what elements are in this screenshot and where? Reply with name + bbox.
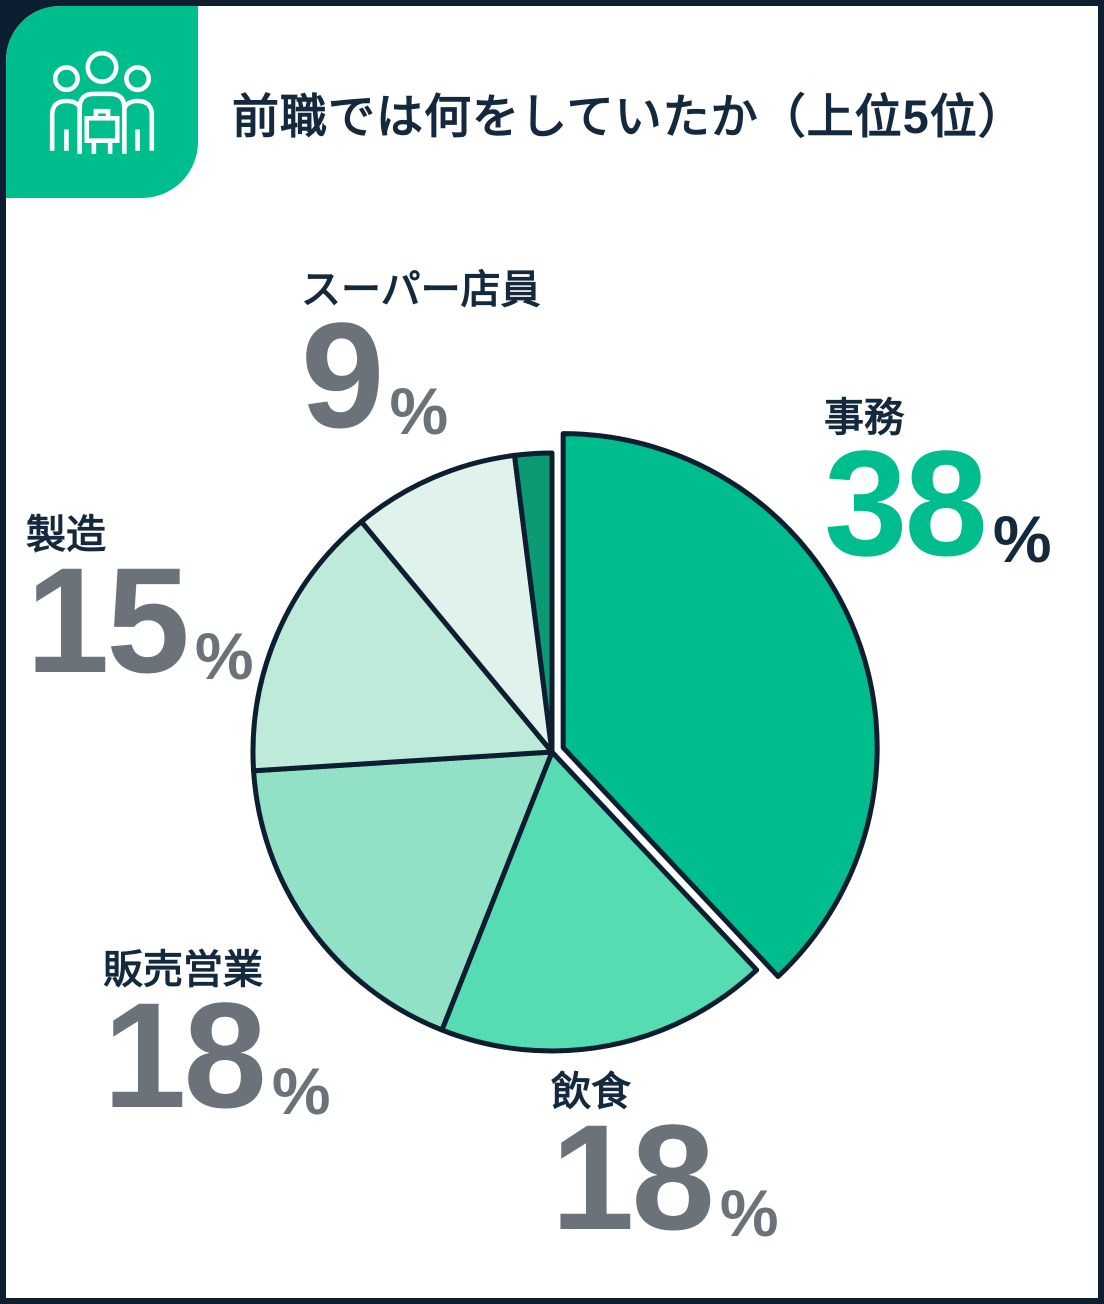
callout-office: 事務 38 %	[824, 394, 1052, 578]
page-title: 前職では何をしていたか（上位5位）	[232, 90, 1026, 143]
slice-label: 飲食	[551, 1070, 631, 1114]
slice-value: 18	[551, 1093, 715, 1261]
percent-sign: %	[194, 619, 254, 693]
slice-value-row: 9 %	[301, 300, 541, 450]
percent-sign: %	[389, 374, 449, 448]
people-group-icon	[49, 50, 155, 154]
slice-label: 事務	[824, 396, 904, 440]
slice-value: 18	[103, 971, 267, 1139]
icon-box	[6, 6, 198, 198]
pie-slice-販売営業	[251, 749, 555, 1033]
pie-slice-スーパー店員	[358, 452, 555, 755]
slice-value: 38	[824, 419, 988, 587]
slice-value: 15	[26, 536, 190, 704]
slice-label: スーパー店員	[301, 268, 541, 312]
slice-value-row: 18 %	[103, 980, 331, 1130]
slice-value-row: 15 %	[26, 545, 254, 695]
slice-value-row: 38 %	[824, 428, 1052, 578]
percent-sign: %	[719, 1176, 779, 1250]
callout-supermarket-clerk: スーパー店員 9 %	[301, 266, 541, 450]
pie-chart	[250, 431, 880, 1054]
slice-value-row: 18 %	[551, 1102, 779, 1252]
callout-food: 飲食 18 %	[551, 1068, 779, 1252]
callout-manufacturing: 製造 15 %	[26, 511, 254, 695]
pie-slice-飲食	[439, 749, 760, 1054]
pie-slice-other	[512, 450, 555, 755]
slice-label: 製造	[26, 513, 106, 557]
pie-slice-製造	[250, 519, 555, 774]
percent-sign: %	[271, 1054, 331, 1128]
slice-value: 9	[301, 291, 384, 459]
pie-slice-事務	[560, 431, 880, 979]
percent-sign: %	[992, 502, 1052, 576]
slice-label: 販売営業	[103, 948, 263, 992]
callout-sales: 販売営業 18 %	[103, 946, 331, 1130]
